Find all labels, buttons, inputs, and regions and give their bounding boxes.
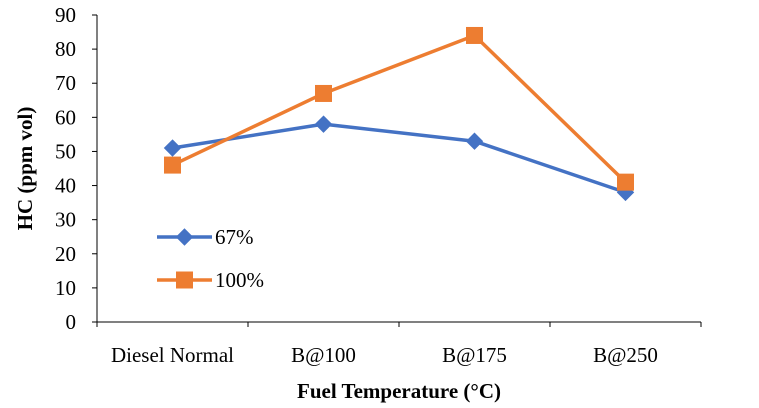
series-line: [172, 122, 627, 195]
y-tick-label: 90: [55, 3, 76, 27]
legend-label: 67%: [215, 225, 254, 249]
x-tick-label: B@175: [442, 343, 507, 367]
y-tick-label: 10: [55, 276, 76, 300]
data-point: [314, 115, 333, 133]
y-tick-label: 40: [55, 174, 76, 198]
data-point: [617, 173, 634, 191]
y-tick-label: 70: [55, 71, 76, 95]
x-tick-label: B@250: [593, 343, 658, 367]
x-axis-title: Fuel Temperature (°C): [297, 379, 501, 403]
data-point: [163, 139, 182, 157]
series-1: [163, 115, 635, 202]
legend-marker: [176, 271, 193, 289]
y-tick-label: 20: [55, 242, 76, 266]
data-point: [465, 132, 484, 150]
series-line: [171, 33, 627, 184]
data-point: [466, 26, 483, 44]
y-tick-label: 80: [55, 37, 76, 61]
data-point: [315, 84, 332, 102]
series-2: [164, 26, 634, 191]
legend-item: 67%: [157, 225, 254, 249]
y-axis-title: HC (ppm vol): [13, 107, 37, 231]
legend-item: 100%: [157, 268, 264, 292]
legend: 67% 100%: [157, 225, 264, 292]
legend-label: 100%: [215, 268, 264, 292]
y-tick-label: 50: [55, 139, 76, 163]
y-tick-label: 0: [66, 310, 77, 334]
x-axis-ticks: Diesel Normal B@100 B@175 B@250: [96, 322, 702, 367]
legend-marker: [175, 228, 194, 246]
data-point: [164, 156, 181, 174]
series-layer: [163, 26, 635, 202]
y-tick-label: 60: [55, 105, 76, 129]
x-tick-label: Diesel Normal: [111, 343, 234, 367]
x-tick-label: B@100: [291, 343, 356, 367]
y-tick-label: 30: [55, 208, 76, 232]
y-axis-ticks: 0 10 20 30 40 50 60 70 80 90: [55, 3, 97, 334]
